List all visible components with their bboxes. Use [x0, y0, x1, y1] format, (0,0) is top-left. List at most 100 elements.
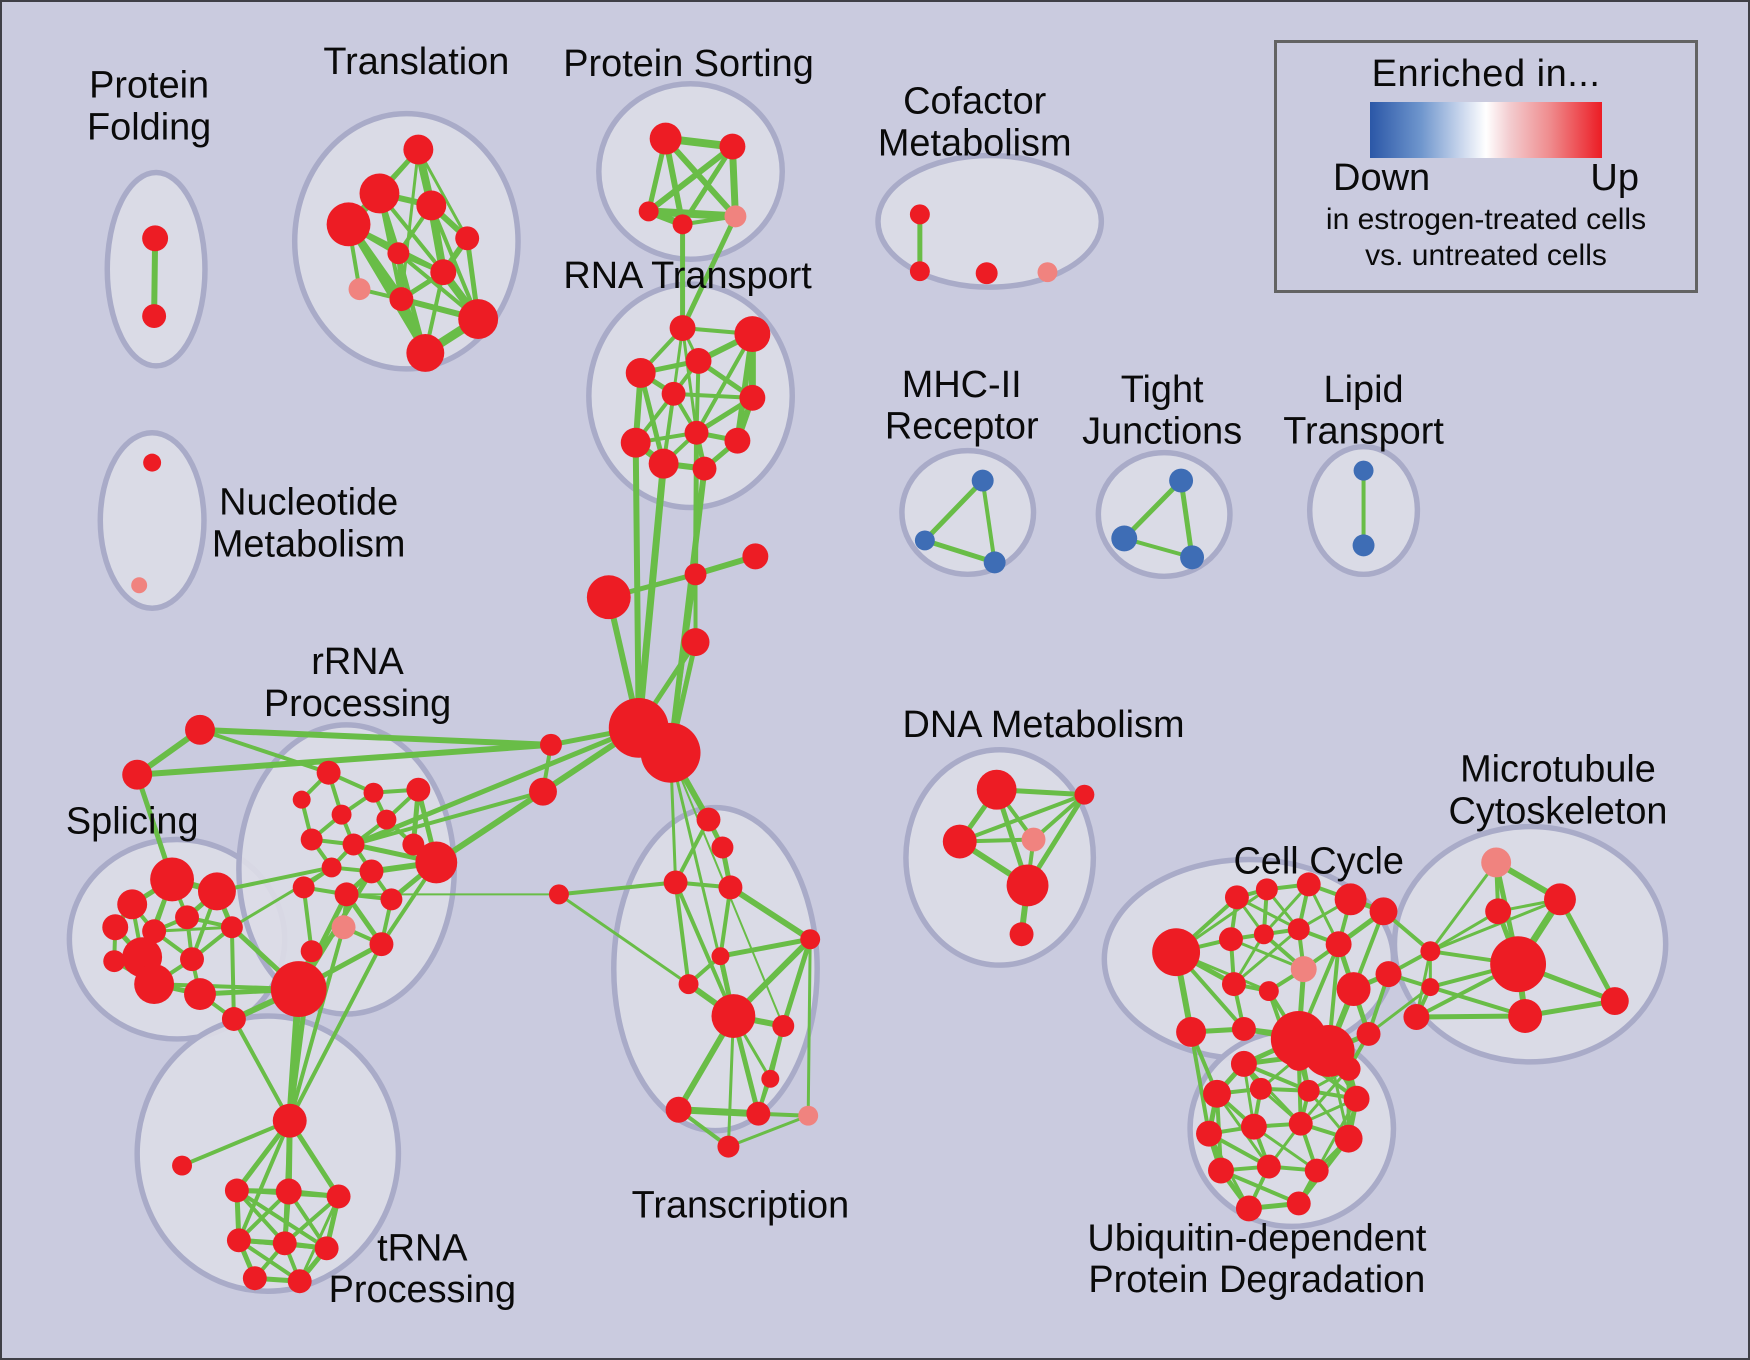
- legend-endpoint-labels: Down Up: [1333, 157, 1639, 200]
- gene-set-node-blue: [1111, 525, 1138, 552]
- gene-set-node-red: [175, 905, 199, 930]
- gene-set-node-red: [1304, 1158, 1329, 1183]
- gene-set-node-red: [648, 448, 679, 479]
- network-edge: [669, 751, 735, 1018]
- gene-set-node-red: [638, 201, 659, 222]
- gene-set-node-red: [270, 961, 327, 1018]
- cluster-transcription-ellipse: [611, 804, 820, 1134]
- network-edge: [1232, 927, 1301, 986]
- gene-set-node-red: [734, 316, 771, 352]
- network-edge: [416, 148, 469, 240]
- gene-set-node-red: [711, 994, 756, 1038]
- cluster-rrna-processing-label: rRNA: [311, 641, 404, 683]
- network-edge: [694, 332, 755, 435]
- gene-set-node-pink: [1037, 262, 1058, 283]
- gene-set-node-red: [1230, 1050, 1257, 1077]
- gene-set-node-red: [1284, 1042, 1313, 1071]
- network-edge: [351, 789, 545, 847]
- gene-set-node-red: [1176, 1017, 1207, 1047]
- legend-note-line2: vs. untreated cells: [1365, 238, 1607, 272]
- gene-set-node-pink: [1290, 956, 1317, 983]
- gene-set-node-pink: [1021, 827, 1046, 852]
- gene-set-node-red: [287, 1269, 312, 1294]
- gene-set-node-red: [909, 261, 930, 282]
- gene-set-node-red: [669, 315, 696, 341]
- network-edge: [693, 430, 700, 577]
- gene-set-node-red: [692, 456, 717, 481]
- gene-set-node-red: [1240, 1113, 1267, 1140]
- network-edge: [1428, 909, 1500, 953]
- gene-set-node-red: [1196, 1120, 1222, 1147]
- network-edge: [197, 727, 331, 775]
- gene-set-node-red: [1325, 931, 1352, 958]
- legend-title: Enriched in...: [1371, 53, 1601, 95]
- network-edge: [632, 439, 642, 731]
- cluster-protein-sorting-label: Protein Sorting: [563, 43, 814, 85]
- gene-set-node-red: [1231, 1017, 1256, 1041]
- gene-set-node-red: [321, 857, 342, 878]
- gene-set-node-red: [326, 202, 371, 247]
- gene-set-node-red: [180, 947, 204, 972]
- gene-set-node-red: [1288, 1111, 1313, 1136]
- gene-set-node-red: [620, 427, 651, 458]
- gene-set-node-red: [800, 929, 821, 950]
- gene-set-node-red: [389, 287, 414, 312]
- gene-set-node-red: [314, 1236, 339, 1261]
- network-edge: [680, 213, 738, 331]
- network-edge: [180, 1118, 292, 1168]
- cluster-mhc-ii-receptor-label: Receptor: [885, 406, 1039, 448]
- gene-set-node-pink: [331, 915, 356, 940]
- gene-set-node-red: [529, 777, 557, 806]
- gene-set-node-pink: [131, 577, 148, 594]
- cluster-splicing-label: Splicing: [66, 801, 199, 843]
- gene-set-node-red: [1334, 1124, 1363, 1153]
- legend-box: Enriched in... Down Up in estrogen-treat…: [1274, 40, 1698, 293]
- legend-gradient-bar: [1370, 102, 1602, 158]
- cluster-dna-metabolism-ellipse: [903, 747, 1097, 968]
- network-edge: [287, 942, 384, 1123]
- gene-set-node-blue: [983, 551, 1006, 574]
- gene-set-node-red: [746, 1101, 771, 1126]
- gene-set-node-red: [1375, 961, 1402, 988]
- gene-set-node-red: [387, 242, 410, 265]
- legend-note-line1: in estrogen-treated cells: [1325, 202, 1647, 236]
- network-edge: [957, 792, 1087, 844]
- gene-set-node-red: [1490, 936, 1547, 993]
- cluster-microtubule-cytoskeleton-label: Cytoskeleton: [1449, 791, 1668, 833]
- cluster-nucleotide-metabolism-ellipse: [97, 429, 207, 611]
- gene-set-node-red: [665, 1096, 692, 1123]
- gene-set-node-red: [224, 1178, 249, 1203]
- gene-set-node-red: [1485, 898, 1512, 925]
- gene-set-node-red: [739, 384, 766, 411]
- gene-set-node-blue: [914, 530, 935, 551]
- gene-set-node-red: [103, 950, 126, 973]
- gene-set-node-red: [376, 809, 397, 830]
- gene-set-node-red: [415, 841, 458, 884]
- cluster-rna-transport-label: RNA Transport: [563, 255, 812, 297]
- gene-set-node-red: [1600, 987, 1629, 1016]
- network-edge: [644, 207, 740, 221]
- gene-set-node-red: [717, 1135, 740, 1158]
- gene-set-node-red: [1297, 1079, 1320, 1102]
- gene-set-node-red: [681, 628, 710, 657]
- gene-set-node-red: [1208, 1157, 1234, 1184]
- gene-set-node-red: [117, 889, 148, 920]
- cluster-nucleotide-metabolism-label: Nucleotide: [219, 481, 398, 523]
- cluster-trna-processing-label: Processing: [329, 1269, 516, 1311]
- gene-set-node-red: [761, 1069, 780, 1088]
- cluster-cofactor-metabolism-label: Cofactor: [903, 81, 1046, 123]
- gene-set-node-red: [134, 964, 175, 1005]
- gene-set-node-blue: [1169, 468, 1194, 493]
- cluster-protein-folding-label: Folding: [87, 107, 211, 149]
- cluster-cell-cycle-label: Cell Cycle: [1233, 840, 1403, 882]
- cluster-protein-folding-label: Protein: [89, 65, 209, 107]
- gene-set-node-red: [226, 1228, 251, 1253]
- gene-set-node-red: [272, 1103, 307, 1138]
- gene-set-node-red: [742, 543, 769, 570]
- gene-set-node-red: [142, 304, 167, 329]
- gene-set-node-red: [1286, 1191, 1311, 1216]
- gene-set-node-red: [102, 914, 129, 941]
- cluster-mhc-ii-receptor-label: MHC-II: [902, 364, 1022, 406]
